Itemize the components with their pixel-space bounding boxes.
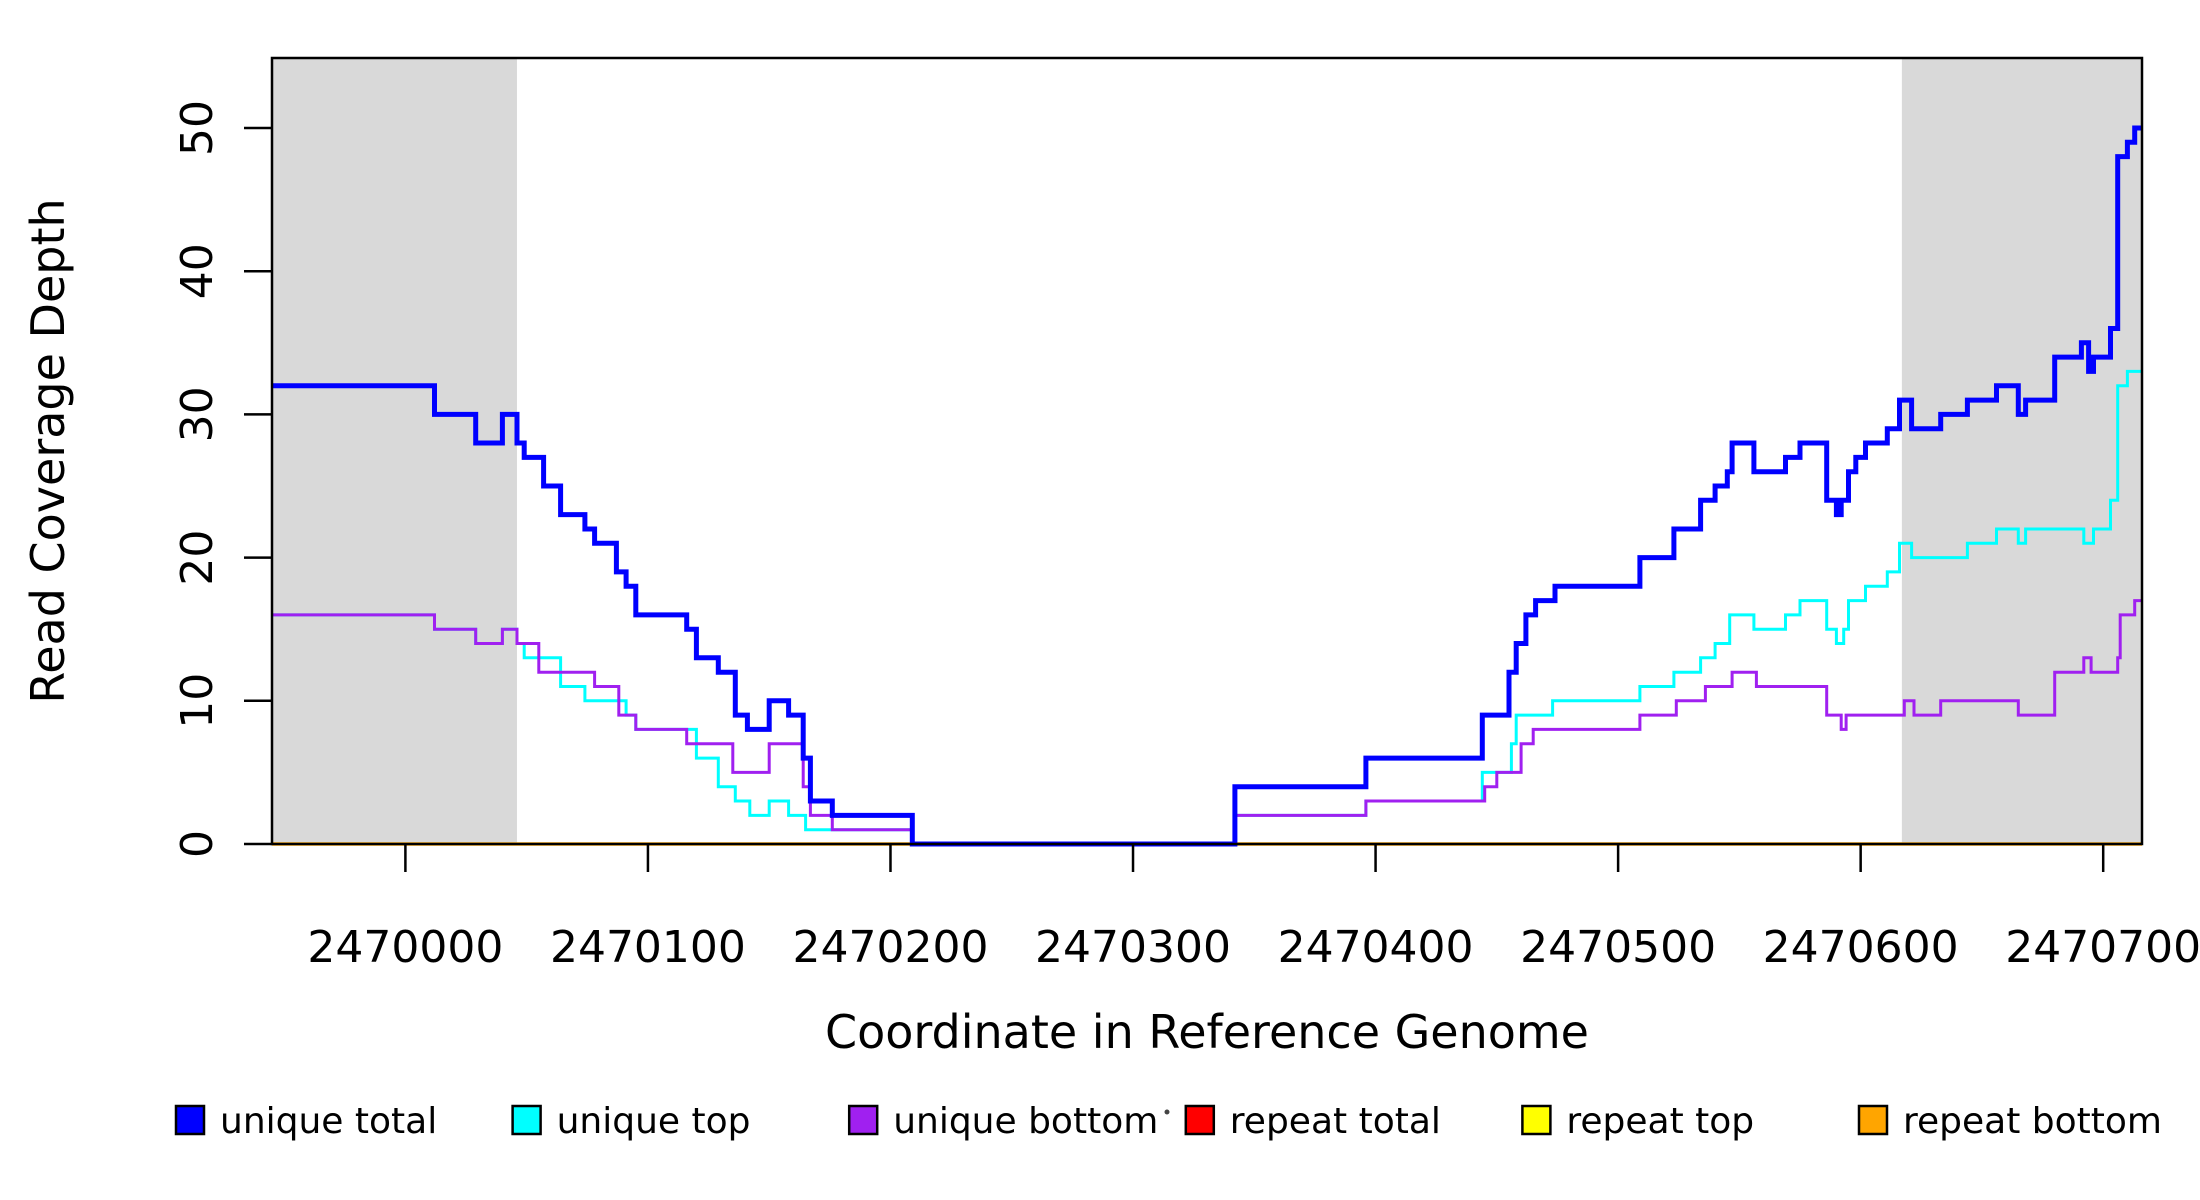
legend-swatch: [511, 1104, 542, 1136]
legend-item-unique-total: unique total: [174, 1101, 437, 1142]
x-axis: 2470000 2470100 2470200 2470300 2470400 24705…: [307, 844, 2200, 973]
y-tick-label: 40: [172, 243, 223, 299]
legend-item-repeat-bottom: repeat bottom: [1857, 1101, 2162, 1142]
x-tick-label: 2470300: [1035, 922, 1231, 973]
legend-label: unique bottom: [893, 1101, 1158, 1142]
legend-swatch: [174, 1104, 206, 1136]
y-tick-label: 20: [172, 530, 223, 586]
legend-item-unique-top: unique top: [511, 1101, 751, 1142]
x-tick-label: 2470400: [1278, 922, 1474, 973]
y-tick-label: 50: [172, 100, 223, 156]
y-axis-title: Read Coverage Depth: [21, 198, 75, 703]
shaded-repeat-regions: [272, 58, 2142, 844]
y-tick-label: 10: [172, 673, 223, 729]
series-unique-top: [272, 369, 2142, 846]
y-tick-label: 30: [172, 386, 223, 442]
plot-box: [270, 56, 2144, 846]
x-tick-label: 2470000: [307, 922, 503, 973]
legend-swatch: [1857, 1104, 1889, 1136]
y-tick-label: 0: [172, 830, 223, 858]
legend-label: unique top: [557, 1101, 751, 1142]
legend-swatch: [1184, 1104, 1216, 1136]
legend-swatch: [1521, 1104, 1552, 1136]
legend-label: repeat top: [1566, 1101, 1754, 1142]
x-tick-label: 2470200: [792, 922, 988, 973]
legend-item-repeat-total: repeat total: [1184, 1101, 1441, 1142]
legend-label: unique total: [220, 1101, 437, 1142]
stray-dot-artifact: [1164, 1109, 1170, 1115]
series-unique-total: [272, 125, 2142, 847]
series-unique-bottom: [272, 599, 2142, 846]
legend-label: repeat bottom: [1903, 1101, 2162, 1142]
x-tick-label: 2470600: [1763, 922, 1959, 973]
x-tick-label: 2470700: [2005, 922, 2200, 973]
legend-item-unique-bottom: unique bottom: [847, 1101, 1158, 1142]
y-axis: 0 10 20 30 40 50: [172, 100, 272, 858]
shaded-region: [272, 58, 517, 844]
x-axis-title: Coordinate in Reference Genome: [825, 1005, 1589, 1059]
x-tick-label: 2470500: [1520, 922, 1716, 973]
legend: unique total unique top unique bottom repea…: [174, 1101, 2162, 1142]
shaded-region: [1901, 58, 2142, 844]
legend-label: repeat total: [1230, 1101, 1441, 1142]
legend-item-repeat-top: repeat top: [1521, 1101, 1754, 1142]
legend-swatch: [847, 1104, 879, 1136]
coverage-step-lines: [272, 125, 2142, 847]
x-tick-label: 2470100: [550, 922, 746, 973]
plot-border: [270, 56, 2144, 846]
